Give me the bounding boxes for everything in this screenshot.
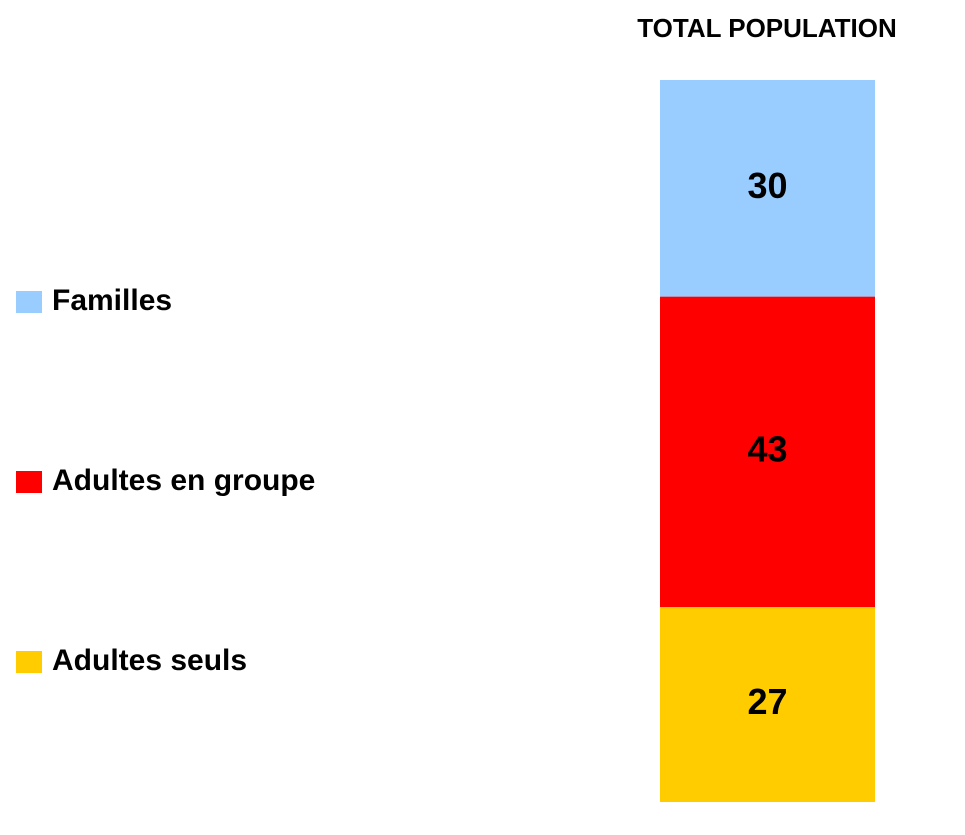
data-label: 43: [747, 428, 787, 469]
legend-label: Adultes en groupe: [52, 464, 315, 497]
legend-label: Adultes seuls: [52, 644, 247, 677]
data-label: 27: [747, 681, 787, 722]
bar-segment: [660, 607, 875, 802]
legend-swatch: [16, 651, 42, 673]
legend-label: Familles: [52, 284, 172, 317]
bar-segment: [660, 80, 875, 297]
bar-segment: [660, 296, 875, 608]
data-label: 30: [747, 165, 787, 206]
category-label: TOTAL POPULATION: [637, 13, 897, 43]
legend-swatch: [16, 471, 42, 493]
legend-swatch: [16, 291, 42, 313]
